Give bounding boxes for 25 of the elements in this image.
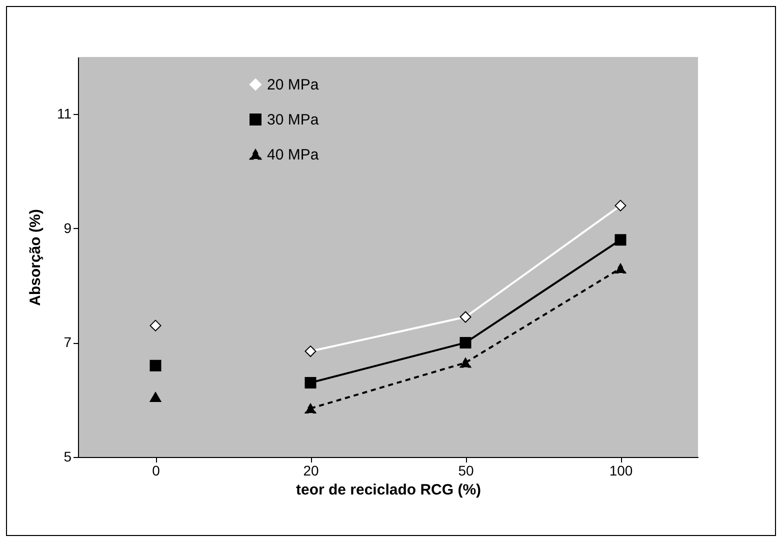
legend-label: 30 MPa <box>267 112 320 128</box>
y-tick-label: 11 <box>56 106 72 122</box>
x-tick-label: 0 <box>152 462 160 478</box>
point <box>614 263 626 274</box>
point <box>150 320 162 332</box>
point <box>614 200 626 212</box>
point <box>304 376 316 388</box>
point <box>304 346 316 358</box>
point <box>614 234 626 246</box>
point <box>460 311 472 323</box>
y-tick-label: 7 <box>64 334 72 350</box>
legend-label: 20 MPa <box>267 76 320 94</box>
point <box>460 358 472 368</box>
point <box>460 336 472 348</box>
y-tick-label: 9 <box>64 220 72 236</box>
x-tick-label: 20 <box>303 462 319 478</box>
y-tick-label: 5 <box>64 448 72 464</box>
x-tick-label: 100 <box>609 462 633 478</box>
legend-label: 40 MPa <box>267 146 320 164</box>
x-tick-label: 50 <box>458 462 474 478</box>
point <box>150 360 162 372</box>
point <box>304 403 316 414</box>
x-axis-title: teor de reciclado RCG (%) <box>296 482 482 498</box>
y-axis-title: Absorção (%) <box>26 209 44 306</box>
point <box>150 392 162 402</box>
